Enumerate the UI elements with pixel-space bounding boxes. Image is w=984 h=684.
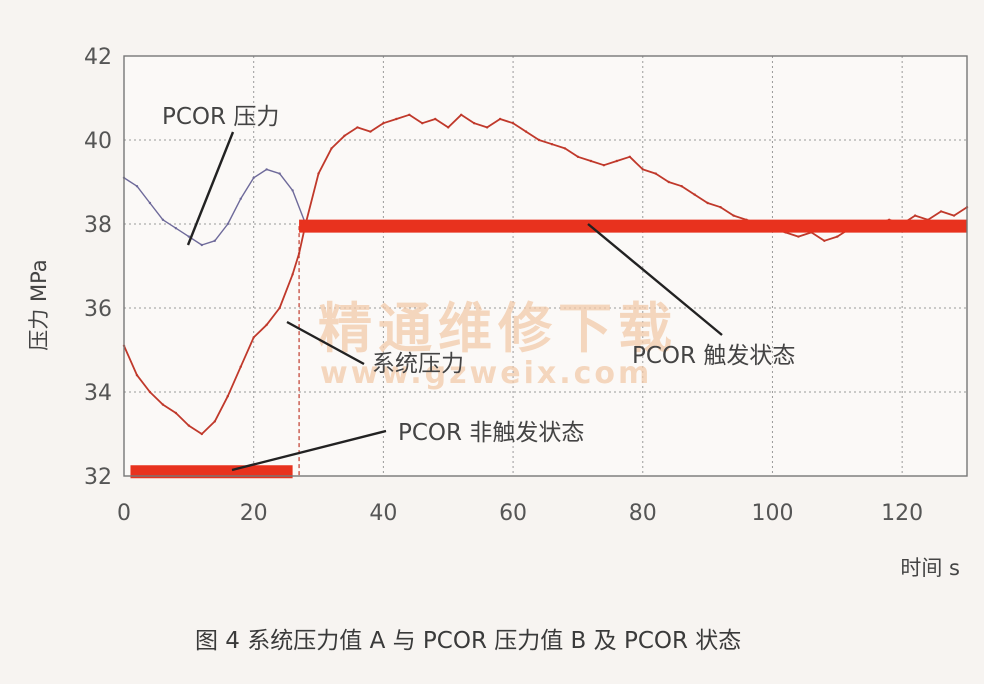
system_pressure-point: [135, 374, 139, 377]
system_pressure-point: [498, 117, 502, 121]
pcor-not-triggered-leader: [231, 429, 387, 472]
system_pressure-point: [226, 395, 229, 398]
figure-caption: 图 4 系统压力值 A 与 PCOR 压力值 B 及 PCOR 状态: [195, 628, 741, 654]
system_pressure-point: [913, 214, 917, 217]
pcor_pressure-point: [213, 239, 216, 242]
pcor-pressure-label: PCOR 压力: [162, 104, 279, 130]
y-tick-label: 34: [84, 381, 112, 406]
system_pressure-point: [408, 113, 411, 117]
system_pressure-point: [952, 214, 956, 217]
system_pressure-point: [148, 390, 152, 394]
system_pressure-point: [472, 122, 476, 125]
system_pressure-point: [719, 206, 722, 209]
pcor_pressure-point: [161, 218, 165, 221]
system_pressure-point: [706, 201, 709, 205]
pcor-triggered-leader: [587, 223, 723, 336]
system_pressure-point: [447, 126, 450, 129]
pcor_pressure-point: [187, 235, 191, 238]
system_pressure-point: [369, 130, 372, 133]
x-tick-label: 40: [369, 501, 397, 526]
x-tick-label: 100: [751, 501, 793, 526]
system_pressure-point: [667, 180, 670, 184]
system_pressure-point: [213, 420, 216, 423]
system_pressure-point: [382, 122, 385, 125]
pcor_pressure-point: [291, 189, 294, 192]
system_pressure-point: [485, 126, 489, 129]
system_pressure-point: [421, 122, 424, 125]
system_pressure-point: [836, 235, 839, 238]
system_pressure-point: [693, 193, 696, 196]
system_pressure-point: [641, 168, 644, 171]
system_pressure-point: [200, 432, 204, 436]
system_pressure-point: [524, 130, 528, 133]
y-tick-label: 36: [84, 297, 112, 322]
system_pressure-point: [563, 147, 567, 150]
x-tick-label: 120: [881, 501, 923, 526]
y-tick-label: 32: [84, 465, 112, 490]
y-tick-label: 42: [84, 45, 112, 70]
system-pressure-leader: [286, 320, 365, 366]
pcor_pressure-point: [226, 222, 229, 226]
system_pressure-point: [265, 323, 268, 326]
x-axis-label: 时间 s: [900, 556, 960, 580]
pcor_pressure-point: [278, 172, 281, 175]
pcor_pressure-point: [239, 197, 242, 200]
series-layer: [122, 113, 969, 479]
system_pressure-point: [654, 172, 657, 175]
system_pressure-point: [537, 138, 541, 142]
system_pressure-point: [823, 239, 826, 242]
pcor-pressure-leader: [186, 131, 235, 246]
system_pressure-point: [589, 159, 593, 163]
system_pressure-point: [395, 117, 398, 121]
system_pressure-point: [460, 113, 463, 117]
watermark-url: www.gzweix.com: [320, 356, 652, 391]
x-tick-label: 0: [117, 501, 131, 526]
system_pressure-point: [187, 424, 191, 427]
system_pressure-point: [576, 155, 580, 158]
system_pressure-point: [511, 122, 515, 125]
x-tick-label: 60: [499, 501, 527, 526]
grid: [124, 56, 967, 476]
pcor_pressure-point: [265, 168, 268, 171]
system_pressure-point: [680, 185, 683, 188]
pcor_pressure-point: [148, 201, 152, 205]
system-pressure-label: 系统压力: [372, 351, 464, 377]
system_pressure-point: [628, 155, 631, 158]
plot-frame: [123, 55, 968, 477]
system_pressure-point: [330, 147, 333, 150]
plot-background: [124, 56, 967, 476]
x-tick-label: 80: [629, 501, 657, 526]
pcor_pressure-point: [135, 185, 139, 188]
pcor_pressure-point: [252, 176, 255, 179]
system_pressure-point: [297, 252, 301, 255]
system_pressure-point: [252, 336, 255, 339]
system_pressure-point: [343, 134, 346, 137]
watermark-text: 精通维修下载: [318, 297, 678, 360]
y-axis-label: 压力 MPa: [27, 259, 51, 350]
system_pressure-point: [615, 159, 619, 163]
tick-labels: 0 20 40 60 80 100 120 32 34 36 38 40 42: [84, 45, 923, 526]
y-tick-label: 40: [84, 129, 112, 154]
system_pressure-point: [939, 210, 943, 213]
system_pressure-point: [239, 365, 242, 368]
system_pressure-point: [356, 126, 359, 129]
system_pressure-point: [434, 117, 437, 121]
pcor_pressure-point: [174, 227, 178, 230]
system_pressure-point: [602, 164, 606, 167]
y-tick-label: 38: [84, 213, 112, 238]
system_pressure-point: [797, 235, 800, 238]
x-tick-label: 20: [240, 501, 268, 526]
system_pressure-point: [161, 403, 165, 406]
pcor-not-triggered-label: PCOR 非触发状态: [398, 420, 584, 446]
system_pressure-point: [732, 214, 735, 217]
pcor-triggered-label: PCOR 触发状态: [632, 343, 795, 369]
system_pressure-point: [174, 411, 178, 415]
system_pressure-point: [550, 143, 554, 146]
system_pressure-point: [317, 172, 320, 175]
system_pressure-point: [278, 306, 281, 310]
system_pressure-point: [291, 273, 294, 276]
pcor_pressure-point: [200, 243, 204, 247]
